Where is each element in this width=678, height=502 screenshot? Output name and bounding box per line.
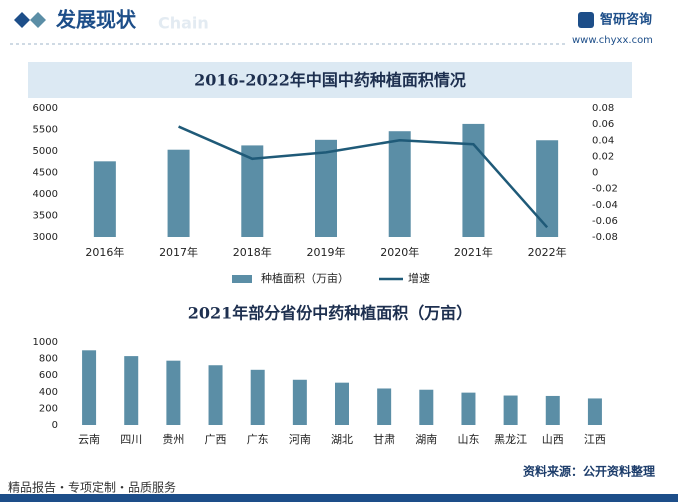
bar	[503, 395, 518, 425]
bar	[419, 389, 434, 425]
line	[178, 125, 549, 229]
legend-label: 种植面积（万亩）	[261, 271, 349, 285]
y-tick-label: 5500	[33, 125, 58, 136]
icon	[14, 12, 30, 28]
y2-tick-label: -0.02	[592, 184, 618, 195]
bar	[166, 360, 181, 425]
source: 资料来源：公开资料整理	[523, 464, 655, 479]
bar	[124, 356, 139, 425]
chart-title: 2016-2022年中国中药种植面积情况	[194, 71, 466, 90]
bar	[315, 139, 337, 237]
bar	[462, 123, 485, 237]
legend-swatch	[232, 275, 252, 283]
bar	[377, 388, 392, 425]
y-tick-label: 3000	[33, 232, 58, 243]
y-tick-label: 0	[52, 420, 58, 431]
x-tick-label: 2017年	[159, 245, 198, 259]
bar	[208, 365, 223, 425]
bar	[388, 131, 411, 237]
slogan: 精品报告・专项定制・品质服务	[8, 480, 176, 495]
x-tick-label: 云南	[78, 433, 100, 446]
y2-tick-label: -0.06	[592, 216, 618, 227]
x-tick-label: 广东	[247, 433, 269, 446]
bar	[536, 140, 559, 237]
y-tick-label: 800	[39, 354, 58, 365]
title-bar	[28, 62, 632, 98]
y-tick-label: 4000	[33, 189, 58, 200]
x-tick-label: 黑龙江	[494, 433, 527, 446]
x-tick-label: 2022年	[528, 245, 567, 259]
x-tick-label: 湖北	[331, 433, 353, 446]
bar	[250, 369, 265, 425]
icon	[30, 12, 46, 28]
x-tick-label: 贵州	[162, 433, 184, 446]
y2-tick-label: 0	[592, 168, 598, 179]
x-tick-label: 江西	[584, 433, 606, 446]
y-tick-label: 4500	[33, 168, 58, 179]
y-tick-label: 3500	[33, 211, 58, 222]
logo	[578, 12, 594, 28]
y-tick-label: 1000	[33, 337, 58, 348]
y-tick-label: 5000	[33, 146, 58, 157]
x-tick-label: 四川	[120, 433, 142, 446]
bar	[82, 350, 97, 425]
x-tick-label: 湖南	[415, 433, 437, 446]
bar	[292, 379, 307, 425]
x-tick-label: 2016年	[85, 245, 124, 259]
footer-bar	[0, 494, 678, 502]
legend-label: 增速	[408, 271, 430, 285]
x-tick-label: 2020年	[380, 245, 419, 259]
x-tick-label: 甘肃	[373, 433, 395, 446]
x-tick-label: 山东	[457, 433, 479, 446]
y-tick-label: 400	[39, 387, 58, 398]
y2-tick-label: 0.04	[592, 135, 614, 146]
bar	[461, 392, 476, 425]
x-tick-label: 广西	[205, 433, 227, 446]
y-tick-label: 200	[39, 403, 58, 414]
bar	[545, 395, 560, 425]
y-tick-label: 600	[39, 370, 58, 381]
y2-tick-label: -0.04	[592, 200, 618, 211]
y2-tick-label: 0.02	[592, 151, 614, 162]
x-tick-label: 2018年	[233, 245, 272, 259]
chart-title: 2021年部分省份中药种植面积（万亩）	[188, 304, 473, 323]
y2-tick-label: 0.08	[592, 103, 614, 114]
x-tick-label: 2021年	[454, 245, 493, 259]
bar	[93, 161, 116, 237]
y-tick-label: 6000	[33, 103, 58, 114]
bar	[167, 149, 190, 237]
header-title: 发展现状	[55, 8, 137, 32]
bar	[241, 145, 264, 237]
y2-tick-label: 0.06	[592, 119, 614, 130]
y2-tick-label: -0.08	[592, 232, 618, 243]
header-watermark: Chain	[158, 14, 209, 33]
url: www.chyxx.com	[572, 35, 653, 46]
bar	[587, 398, 602, 425]
x-tick-label: 2019年	[307, 245, 346, 259]
x-tick-label: 山西	[542, 433, 564, 446]
bar	[335, 382, 349, 425]
x-tick-label: 河南	[289, 433, 311, 446]
brand: 智研咨询	[600, 12, 652, 28]
